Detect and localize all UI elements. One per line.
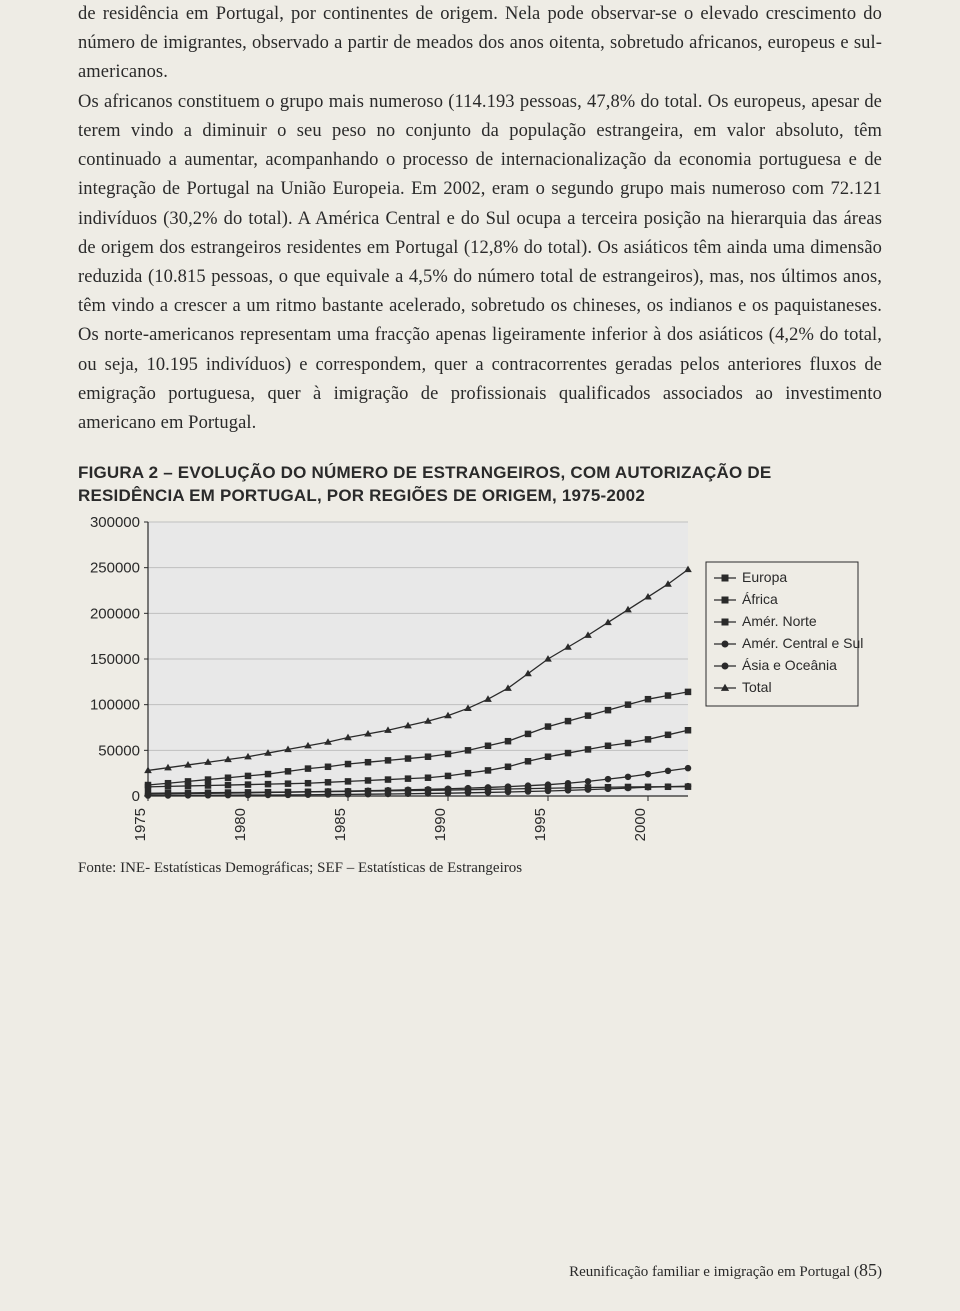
svg-text:Europa: Europa xyxy=(742,569,787,585)
page-number: 85 xyxy=(859,1260,877,1280)
svg-text:Ásia e Oceânia: Ásia e Oceânia xyxy=(742,657,837,673)
svg-text:300000: 300000 xyxy=(90,516,140,531)
svg-text:Amér. Central e Sul: Amér. Central e Sul xyxy=(742,635,863,651)
paragraph-2: Os africanos constituem o grupo mais num… xyxy=(78,88,882,439)
figure-title: FIGURA 2 – EVOLUÇÃO DO NÚMERO DE ESTRANG… xyxy=(78,462,882,508)
svg-text:0: 0 xyxy=(132,788,140,805)
figure-source: Fonte: INE- Estatísticas Demográficas; S… xyxy=(78,860,882,877)
svg-text:África: África xyxy=(742,591,778,607)
svg-text:250000: 250000 xyxy=(90,560,140,577)
svg-text:1995: 1995 xyxy=(532,808,549,841)
svg-text:100000: 100000 xyxy=(90,697,140,714)
svg-text:1990: 1990 xyxy=(432,808,449,841)
svg-text:1980: 1980 xyxy=(232,808,249,841)
footer-text: Reunificação familiar e imigração em Por… xyxy=(569,1264,850,1280)
svg-text:1985: 1985 xyxy=(332,808,349,841)
page-footer: Reunificação familiar e imigração em Por… xyxy=(569,1260,882,1281)
line-chart: 0 50000 100000 150000 200000 250000 300000 1975… xyxy=(78,516,868,846)
svg-text:Amér. Norte: Amér. Norte xyxy=(742,613,817,629)
svg-text:200000: 200000 xyxy=(90,605,140,622)
svg-text:Total: Total xyxy=(742,679,772,695)
paragraph-1: de residência em Portugal, por continent… xyxy=(78,0,882,88)
svg-text:1975: 1975 xyxy=(132,808,149,841)
svg-text:150000: 150000 xyxy=(90,651,140,668)
chart-container: 0 50000 100000 150000 200000 250000 300000 1975… xyxy=(78,516,882,846)
svg-text:50000: 50000 xyxy=(98,742,140,759)
svg-text:2000: 2000 xyxy=(632,808,649,841)
body-text: de residência em Portugal, por continent… xyxy=(78,0,882,438)
